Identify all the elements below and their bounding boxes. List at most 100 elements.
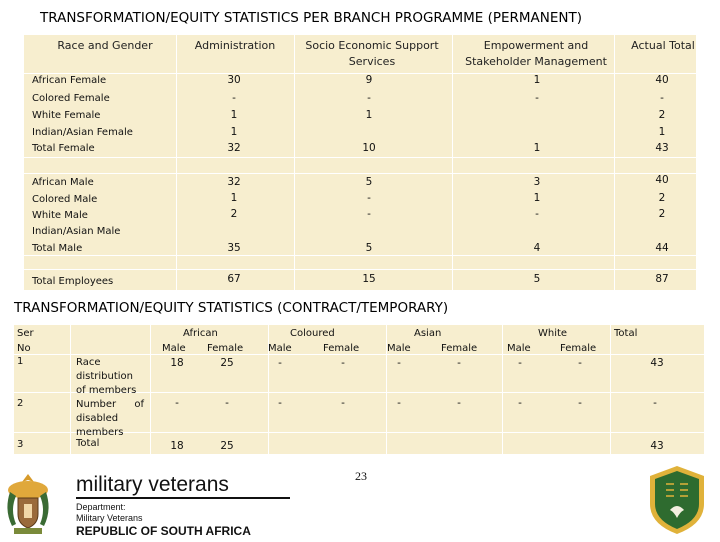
col-divider: [610, 325, 611, 454]
cell: -: [367, 208, 371, 220]
cell: 1: [230, 192, 238, 204]
cell: -: [397, 357, 401, 369]
row-divider: [14, 354, 704, 355]
cell: -: [367, 192, 371, 204]
cell: 9: [365, 74, 373, 86]
cell: 18: [170, 440, 184, 452]
sub-female: Female: [560, 343, 597, 354]
country-name: REPUBLIC OF SOUTH AFRICA: [76, 524, 251, 538]
brand-name: military veterans: [76, 473, 229, 496]
row-divider: [24, 73, 696, 74]
row-label: African Female: [32, 75, 107, 86]
cell: 87: [655, 273, 669, 285]
row-divider: [24, 255, 696, 256]
cell: -: [278, 357, 282, 369]
group-african: African: [183, 328, 218, 339]
group-white: White: [538, 328, 568, 339]
header-race-gender: Race and Gender: [57, 39, 153, 52]
cell: -: [341, 357, 345, 369]
brand-underline: [76, 497, 290, 499]
cell: 5: [533, 273, 541, 285]
ser-no-header: Ser: [17, 328, 34, 339]
sub-male: Male: [507, 343, 531, 354]
cell: 5: [365, 242, 373, 254]
sub-female: Female: [323, 343, 360, 354]
cell-total: -: [653, 397, 657, 409]
cell: 32: [227, 142, 241, 154]
row-label: Total Male: [32, 243, 83, 254]
row-label: Indian/Asian Female: [32, 127, 133, 138]
row-divider: [24, 269, 696, 270]
cell: 2: [658, 208, 666, 220]
row-label: Indian/Asian Male: [32, 226, 121, 237]
cell: 5: [365, 176, 373, 188]
sub-male: Male: [387, 343, 411, 354]
cell: 40: [655, 174, 669, 186]
col-divider: [294, 35, 295, 290]
permanent-title: TRANSFORMATION/EQUITY STATISTICS PER BRA…: [40, 10, 583, 26]
row-label: Colored Male: [32, 194, 98, 205]
cell: 25: [220, 357, 234, 369]
col-divider: [502, 325, 503, 454]
row-label: White Male: [32, 210, 88, 221]
cell: 1: [533, 74, 541, 86]
department-label: Department:: [76, 502, 126, 512]
cell: -: [457, 397, 461, 409]
cell: -: [341, 397, 345, 409]
cell: 1: [533, 192, 541, 204]
cell-total: 43: [650, 357, 664, 369]
col-divider: [150, 325, 151, 454]
page-number: 23: [355, 469, 367, 483]
cell: 1: [230, 109, 238, 121]
row-label: White Female: [32, 110, 101, 121]
col-divider: [386, 325, 387, 454]
col-divider: [176, 35, 177, 290]
col-divider: [70, 325, 71, 454]
row-label: African Male: [32, 177, 94, 188]
cell: 2: [658, 109, 666, 121]
cell: -: [232, 92, 236, 104]
military-veterans-badge: [644, 464, 710, 536]
group-coloured: Coloured: [290, 328, 335, 339]
header-socio-economic: Socio Economic Support Services: [305, 39, 439, 68]
cell: 4: [533, 242, 541, 254]
contract-title: TRANSFORMATION/EQUITY STATISTICS (CONTRA…: [14, 300, 449, 316]
row-divider: [24, 173, 696, 174]
sub-female: Female: [207, 343, 244, 354]
cell: 18: [170, 357, 184, 369]
cell: 10: [362, 142, 376, 154]
col-divider: [268, 325, 269, 454]
cell-total: 43: [650, 440, 664, 452]
cell: -: [535, 92, 539, 104]
row-description: Race distribution of members: [76, 357, 137, 396]
cell: -: [367, 92, 371, 104]
row-label: Total Female: [32, 143, 95, 154]
header-empowerment: Empowerment and Stakeholder Management: [465, 39, 607, 68]
row-description: Number of disabled members: [76, 399, 144, 438]
cell: -: [535, 208, 539, 220]
row-number: 1: [17, 356, 24, 367]
department-name: Military Veterans: [76, 513, 143, 523]
group-asian: Asian: [414, 328, 442, 339]
cell: 1: [533, 142, 541, 154]
row-description: Total: [76, 438, 100, 449]
col-divider: [452, 35, 453, 290]
cell: 3: [533, 176, 541, 188]
cell: 1: [230, 126, 238, 138]
cell: -: [397, 397, 401, 409]
cell: 44: [655, 242, 669, 254]
cell: 2: [658, 192, 666, 204]
cell: -: [518, 357, 522, 369]
sub-male: Male: [268, 343, 292, 354]
cell: 30: [227, 74, 241, 86]
row-number: 3: [17, 439, 24, 450]
cell: 25: [220, 440, 234, 452]
row-number: 2: [17, 398, 24, 409]
cell: -: [578, 397, 582, 409]
cell: -: [660, 92, 664, 104]
sub-female: Female: [441, 343, 478, 354]
coat-of-arms-logo: [2, 470, 54, 538]
cell: -: [457, 357, 461, 369]
cell: 67: [227, 273, 241, 285]
cell: -: [578, 357, 582, 369]
